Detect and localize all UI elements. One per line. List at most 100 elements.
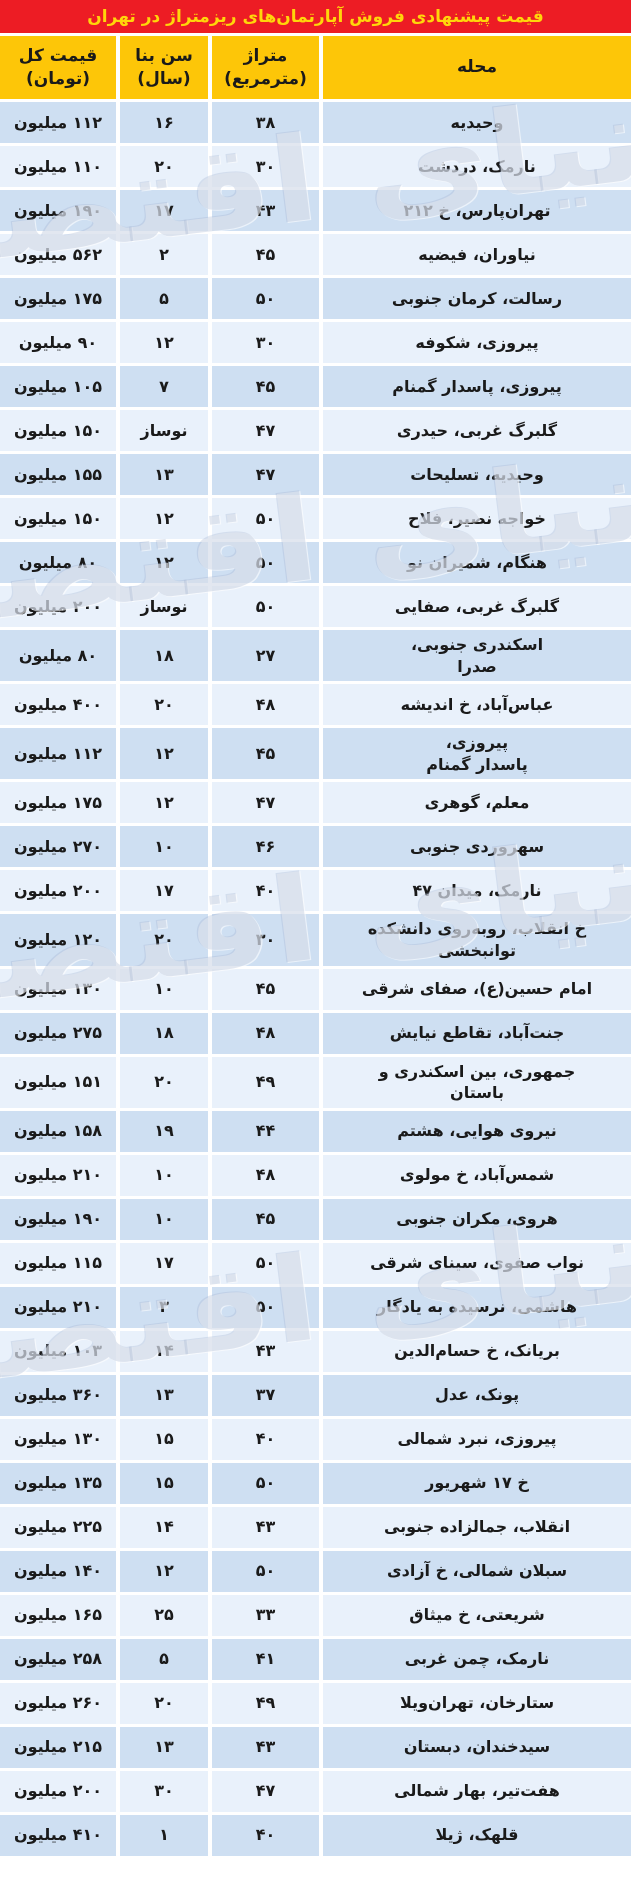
age-cell: ۱۳	[120, 1374, 208, 1416]
area-cell: ۵۰	[212, 542, 319, 583]
price-cell: ۱۷۵ میلیون	[0, 278, 116, 319]
price-cell: ۱۲۰ میلیون	[0, 914, 116, 966]
age-cell: ۱۲	[120, 1550, 208, 1592]
neighborhood-cell: گلبرگ غربی، حیدری	[323, 410, 631, 451]
price-cell: ۱۱۲ میلیون	[0, 728, 116, 780]
area-cell: ۴۵	[212, 234, 319, 275]
neighborhood-cell: اسکندری جنوبی، صدرا	[323, 630, 631, 682]
area-cell: ۴۴	[212, 1110, 319, 1152]
age-cell: ۱۵	[120, 1462, 208, 1504]
age-cell: ۱۲	[120, 542, 208, 583]
age-cell: ۲۰	[120, 146, 208, 187]
area-cell: ۵۰	[212, 278, 319, 319]
price-cell: ۴۱۰ میلیون	[0, 1814, 116, 1856]
area-cell: ۳۷	[212, 1374, 319, 1416]
neighborhood-cell: ستارخان، تهران‌ویلا	[323, 1682, 631, 1724]
neighborhood-cell: پیروزی، پاسدار گمنام	[323, 728, 631, 780]
area-cell: ۴۶	[212, 826, 319, 868]
area-cell: ۳۰	[212, 322, 319, 363]
area-cell: ۳۸	[212, 102, 319, 143]
age-cell: ۱۰	[120, 1198, 208, 1240]
age-cell: ۱۴	[120, 1330, 208, 1372]
neighborhood-cell: سیدخندان، دبستان	[323, 1726, 631, 1768]
neighborhood-cell: نارمک، دردشت	[323, 146, 631, 187]
age-cell: ۱۰	[120, 968, 208, 1010]
age-cell: ۱	[120, 1814, 208, 1856]
age-cell: ۱۲	[120, 498, 208, 539]
price-cell: ۱۶۵ میلیون	[0, 1594, 116, 1636]
age-cell: ۱۰	[120, 1154, 208, 1196]
neighborhood-cell: خواجه نصیر، فلاح	[323, 498, 631, 539]
price-cell: ۲۷۵ میلیون	[0, 1012, 116, 1054]
price-cell: ۱۳۵ میلیون	[0, 1462, 116, 1504]
age-cell: ۱۰	[120, 826, 208, 868]
neighborhood-cell: وحیدیه، تسلیحات	[323, 454, 631, 495]
area-cell: ۴۸	[212, 684, 319, 726]
area-cell: ۵۰	[212, 1550, 319, 1592]
age-cell: ۳۰	[120, 1770, 208, 1812]
age-cell: ۵	[120, 278, 208, 319]
price-cell: ۵۶۲ میلیون	[0, 234, 116, 275]
area-cell: ۳۰	[212, 914, 319, 966]
neighborhood-cell: پیروزی، نبرد شمالی	[323, 1418, 631, 1460]
price-cell: ۱۱۵ میلیون	[0, 1242, 116, 1284]
price-cell: ۲۶۰ میلیون	[0, 1682, 116, 1724]
neighborhood-cell: خ ۱۷ شهریور	[323, 1462, 631, 1504]
age-cell: نوساز	[120, 410, 208, 451]
neighborhood-cell: هفت‌تیر، بهار شمالی	[323, 1770, 631, 1812]
age-cell: ۱۳	[120, 454, 208, 495]
neighborhood-cell: شمس‌آباد، خ مولوی	[323, 1154, 631, 1196]
price-cell: ۱۵۵ میلیون	[0, 454, 116, 495]
neighborhood-cell: سهروردی جنوبی	[323, 826, 631, 868]
neighborhood-cell: نارمک، میدان ۴۷	[323, 870, 631, 912]
neighborhood-cell: سبلان شمالی، خ آزادی	[323, 1550, 631, 1592]
neighborhood-cell: پونک، عدل	[323, 1374, 631, 1416]
col-header-area: متراژ (مترمربع)	[212, 36, 319, 99]
area-cell: ۳۳	[212, 1594, 319, 1636]
neighborhood-cell: قلهک، ژیلا	[323, 1814, 631, 1856]
area-cell: ۴۵	[212, 1198, 319, 1240]
area-cell: ۴۰	[212, 870, 319, 912]
age-cell: ۱۶	[120, 102, 208, 143]
area-cell: ۴۳	[212, 190, 319, 231]
age-cell: ۱۷	[120, 870, 208, 912]
area-cell: ۳۰	[212, 146, 319, 187]
neighborhood-cell: عباس‌آباد، خ اندیشه	[323, 684, 631, 726]
neighborhood-cell: تهران‌پارس، خ ۲۱۲	[323, 190, 631, 231]
age-cell: ۲۰	[120, 684, 208, 726]
age-cell: ۱۹	[120, 1110, 208, 1152]
price-cell: ۱۷۵ میلیون	[0, 782, 116, 824]
age-cell: ۲	[120, 234, 208, 275]
area-cell: ۴۸	[212, 1154, 319, 1196]
age-cell: ۱۴	[120, 1506, 208, 1548]
neighborhood-cell: بریانک، خ حسام‌الدین	[323, 1330, 631, 1372]
area-cell: ۴۷	[212, 1770, 319, 1812]
age-cell: ۲۰	[120, 914, 208, 966]
price-cell: ۱۱۰ میلیون	[0, 146, 116, 187]
area-cell: ۴۷	[212, 782, 319, 824]
neighborhood-cell: نیروی هوایی، هشتم	[323, 1110, 631, 1152]
col-header-neighborhood: محله	[323, 36, 631, 99]
age-cell: ۷	[120, 366, 208, 407]
price-cell: ۱۰۳ میلیون	[0, 1330, 116, 1372]
price-cell: ۱۵۰ میلیون	[0, 410, 116, 451]
age-cell: ۱۷	[120, 190, 208, 231]
neighborhood-cell: نارمک، چمن غربی	[323, 1638, 631, 1680]
price-cell: ۲۰۰ میلیون	[0, 870, 116, 912]
area-cell: ۴۵	[212, 366, 319, 407]
age-cell: ۱۵	[120, 1418, 208, 1460]
area-cell: ۵۰	[212, 498, 319, 539]
price-cell: ۲۱۰ میلیون	[0, 1154, 116, 1196]
price-cell: ۹۰ میلیون	[0, 322, 116, 363]
neighborhood-cell: امام حسین(ع)، صفای شرقی	[323, 968, 631, 1010]
area-cell: ۵۰	[212, 1286, 319, 1328]
price-cell: ۱۳۰ میلیون	[0, 1418, 116, 1460]
area-cell: ۴۳	[212, 1506, 319, 1548]
price-cell: ۱۹۰ میلیون	[0, 1198, 116, 1240]
price-cell: ۲۰۰ میلیون	[0, 586, 116, 627]
age-cell: ۱۲	[120, 782, 208, 824]
price-cell: ۲۵۸ میلیون	[0, 1638, 116, 1680]
area-cell: ۴۷	[212, 454, 319, 495]
area-cell: ۵۰	[212, 1462, 319, 1504]
